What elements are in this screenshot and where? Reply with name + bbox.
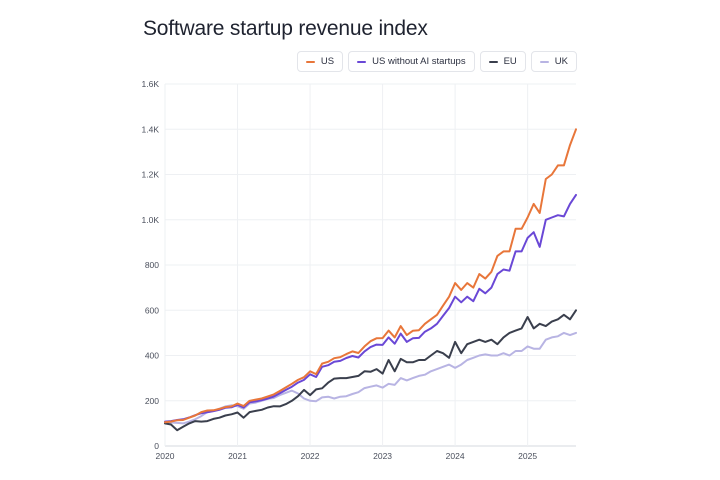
y-tick-label: 0: [154, 441, 159, 451]
series-line-eu: [164, 309, 577, 432]
series-lines: [164, 128, 577, 432]
y-tick-label: 1.6K: [142, 79, 160, 89]
legend-swatch-uk: [539, 60, 549, 63]
x-tick-label: 2021: [228, 451, 247, 461]
y-tick-label: 200: [145, 396, 159, 406]
grid: [164, 83, 576, 447]
x-tick-label: 2023: [373, 451, 392, 461]
y-axis: 0 200 400 600 800 1.0K 1.2K 1.4K 1.6K: [142, 79, 160, 451]
y-tick-label: 600: [145, 305, 159, 315]
x-tick-label: 2025: [518, 451, 537, 461]
legend-item-eu[interactable]: EU: [479, 51, 526, 72]
series-line-us: [164, 128, 577, 424]
legend-label-us: US: [320, 56, 335, 67]
x-tick-label: 2024: [446, 451, 465, 461]
x-tick-label: 2020: [156, 451, 175, 461]
chart-legend: US US without AI startups EU UK: [296, 51, 577, 72]
legend-swatch-eu: [488, 60, 498, 63]
legend-item-us-without-ai[interactable]: US without AI startups: [348, 51, 475, 72]
y-tick-label: 400: [145, 351, 159, 361]
chart-title: Software startup revenue index: [143, 17, 428, 40]
legend-swatch-us-without-ai: [357, 60, 367, 63]
legend-label-eu: EU: [503, 56, 517, 67]
x-axis: 2020 2021 2022 2023 2024 2025: [156, 451, 538, 461]
y-tick-label: 800: [145, 260, 159, 270]
legend-label-uk: UK: [554, 56, 568, 67]
y-tick-label: 1.0K: [142, 215, 160, 225]
legend-label-us-without-ai: US without AI startups: [372, 56, 466, 67]
legend-item-uk[interactable]: UK: [530, 51, 577, 72]
y-tick-label: 1.4K: [142, 124, 160, 134]
x-tick-label: 2022: [301, 451, 320, 461]
y-tick-label: 1.2K: [142, 170, 160, 180]
legend-swatch-us: [305, 60, 315, 63]
legend-item-us[interactable]: US: [296, 51, 344, 72]
